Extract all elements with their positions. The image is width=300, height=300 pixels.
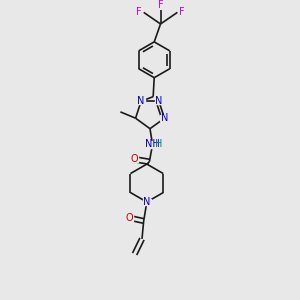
Text: F: F [158, 0, 163, 10]
Text: O: O [130, 154, 138, 164]
Bar [143, 199, 151, 205]
Bar [155, 98, 163, 104]
Text: N: N [137, 96, 145, 106]
Bar [160, 115, 168, 121]
Text: H: H [155, 140, 163, 149]
Bar [130, 156, 138, 162]
Text: F: F [179, 8, 185, 17]
Text: N: N [143, 197, 151, 207]
Bar [147, 141, 158, 148]
Bar [137, 98, 145, 104]
Text: O: O [125, 213, 133, 223]
Text: N: N [161, 113, 168, 123]
Text: N: N [155, 96, 163, 106]
Text: NH: NH [145, 140, 160, 149]
Bar [126, 215, 133, 221]
Text: F: F [136, 8, 142, 17]
